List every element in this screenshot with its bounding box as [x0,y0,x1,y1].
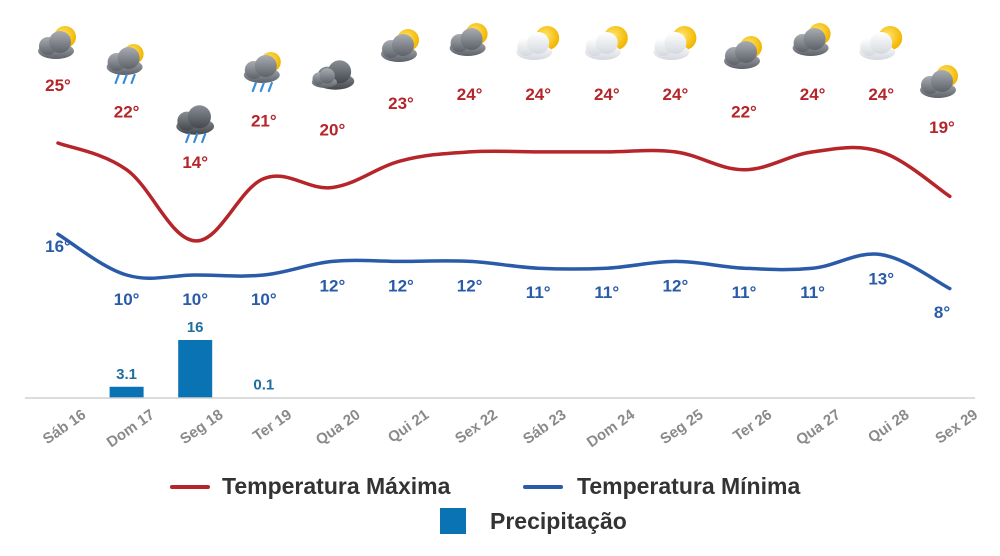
cloud-part [931,70,953,92]
x-tick-label: Seg 25 [657,406,706,448]
rain-drop [185,132,191,144]
precipitation-bar [178,340,213,398]
weather-icons [38,23,958,144]
max-temp-label: 24° [525,85,551,104]
max-temp-label: 24° [868,85,894,104]
x-tick-label: Dom 24 [584,406,639,451]
partly-cloudy-icon [449,23,488,56]
cloud-part [49,31,71,53]
max-temp-label: 22° [731,103,757,122]
sunny-cloud-icon [584,26,628,60]
data-labels: 25° 22° 14° 21° 20° 23° 24° 24° 24° 24° 22° 24° 24° 1… [45,76,955,394]
cloud-part [664,32,687,54]
x-tick-label: Ter 26 [730,406,775,445]
x-tick-label: Sex 29 [932,406,981,447]
rain-drop [122,73,128,85]
precipitation-value-label: 3.1 [116,366,137,383]
min-temp-label: 12° [663,276,689,295]
cloud-rain-sun-icon [243,52,281,93]
precipitation-value-label: 16 [187,319,204,336]
max-temp-label: 23° [388,94,414,113]
min-temp-label: 10° [114,290,140,309]
x-tick-label: Qui 21 [385,406,432,446]
rain-drop [251,81,257,93]
precipitation-bar [109,386,144,398]
min-temp-label: 11° [800,283,825,302]
x-tick-label: Sex 22 [452,406,501,447]
x-tick-label: Seg 18 [177,406,226,448]
min-temp-label: 11° [526,283,551,302]
min-temp-label: 8° [934,303,950,322]
sunny-cloud-icon [653,26,697,60]
max-temp-label: 19° [929,118,955,137]
min-temp-label: 11° [594,283,619,302]
partly-cloudy-icon [920,65,958,98]
cloud-rain-sun-icon [106,44,144,85]
partly-cloudy-icon [381,29,419,62]
min-temp-label: 16° [45,237,71,256]
min-temp-label: 10° [251,290,277,309]
max-temp-label: 21° [251,112,277,131]
min-temp-label: 12° [388,276,414,295]
temperature-lines [56,141,952,291]
max-temp-line [56,141,952,243]
x-tick-label: Sáb 23 [520,406,569,448]
rain-drop [259,81,265,93]
cloud-part [319,68,335,84]
max-temp-label: 25° [45,76,71,95]
legend: Temperatura Máxima Temperatura Mínima Pr… [170,473,800,534]
cloud-part [803,28,826,50]
x-tick-label: Qui 28 [865,406,912,446]
rain-drop [201,132,207,144]
min-temp-label: 13° [868,270,894,289]
x-tick-label: Qua 27 [793,406,844,449]
partly-cloudy-icon [792,23,831,56]
cloud-part [254,55,277,77]
x-tick-label: Ter 19 [250,406,295,445]
legend-min-label: Temperatura Mínima [577,473,800,499]
max-temp-label: 24° [663,85,689,104]
legend-precip-label: Precipitação [490,508,627,534]
cloud-part [117,47,140,69]
cloud-part [460,28,483,50]
cloud-part [870,32,893,54]
x-axis-ticks: Sáb 16 Dom 17 Seg 18 Ter 19 Qua 20 Qui 21 Sex … [40,406,981,451]
max-temp-label: 20° [320,121,346,140]
x-tick-label: Qua 20 [313,406,364,449]
max-temp-label: 24° [800,85,826,104]
sunny-cloud-icon [859,26,903,60]
min-temp-label: 10° [182,290,208,309]
rain-drop [130,73,136,85]
max-temp-label: 14° [182,153,208,172]
rain-drop [114,73,120,85]
min-temp-label: 12° [320,276,346,295]
partly-cloudy-icon [38,26,76,59]
rain-drop [267,81,273,93]
rain-drop [193,132,199,144]
cloud-part [595,32,618,54]
cloud-part [187,105,211,129]
min-temp-line [56,232,952,291]
legend-precip-swatch [440,508,466,534]
legend-max-label: Temperatura Máxima [222,473,451,499]
cloudy-icon [311,60,355,90]
partly-cloudy-icon [724,36,762,69]
max-temp-label: 22° [114,103,140,122]
precipitation-value-label: 0.1 [253,377,274,394]
rain-cloud-icon [176,105,215,144]
sunny-cloud-icon [516,26,560,60]
min-temp-label: 12° [457,276,483,295]
x-tick-label: Sáb 16 [40,406,89,448]
cloud-part [735,41,757,63]
cloud-part [392,34,414,56]
x-tick-label: Dom 17 [104,406,158,451]
cloud-part [527,32,550,54]
min-temp-label: 11° [732,283,757,302]
max-temp-label: 24° [594,85,620,104]
precipitation-bars [109,340,213,398]
max-temp-label: 24° [457,85,483,104]
